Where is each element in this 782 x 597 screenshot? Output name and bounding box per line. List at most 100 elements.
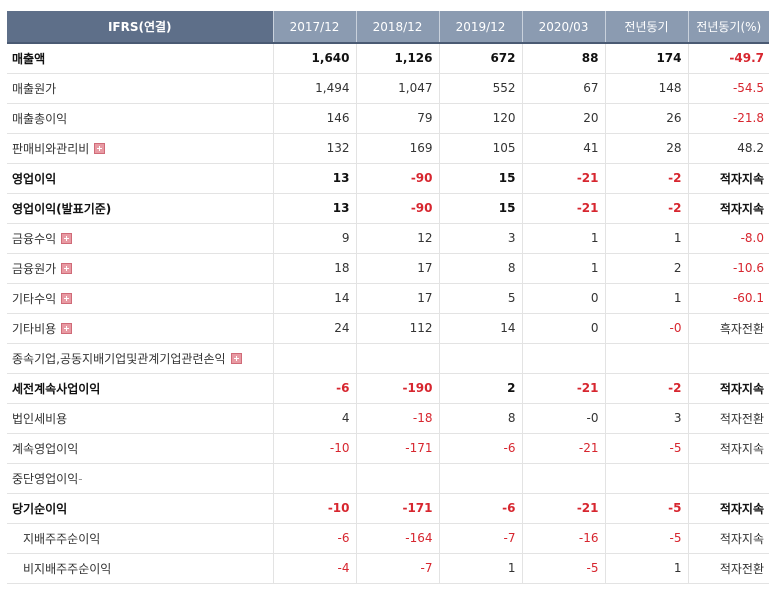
row-label-cell: 종속기업,공동지배기업및관계기업관련손익 (7, 343, 274, 373)
row-label-cell: 매출액 (7, 43, 274, 73)
row-label-cell: 영업이익(발표기준) (7, 193, 274, 223)
value-cell: 적자지속 (719, 501, 764, 516)
row-label: 종속기업,공동지배기업및관계기업관련손익 (12, 351, 226, 366)
header-2020-03: 2020/03 (522, 11, 606, 43)
value-cell: 14 (273, 283, 357, 313)
value-cell: -2 (605, 373, 689, 403)
table-row: 계속영업이익 -10 -171 -6 -21 -5 적자지속 (7, 433, 769, 463)
header-2017-12: 2017/12 (273, 11, 357, 43)
value-cell: 1,640 (273, 43, 357, 73)
row-label-cell: 판매비와관리비 (7, 133, 274, 163)
value-cell: 148 (605, 73, 689, 103)
value-cell: 1 (605, 283, 689, 313)
expand-plus-icon[interactable] (230, 352, 242, 364)
table-row: 중단영업이익- (7, 463, 769, 493)
expand-plus-icon[interactable] (94, 142, 106, 154)
value-cell: 적자지속 (719, 201, 764, 216)
table-row: 법인세비용 4 -18 8 -0 3 적자전환 (7, 403, 769, 433)
value-cell: 1 (522, 223, 606, 253)
income-statement-table: IFRS(연결) 2017/12 2018/12 2019/12 2020/03… (7, 11, 769, 584)
value-cell: 15 (439, 163, 523, 193)
value-cell: 20 (522, 103, 606, 133)
value-cell: -4 (273, 553, 357, 583)
value-cell: 적자전환 (719, 411, 764, 426)
value-cell: 17 (356, 283, 440, 313)
row-label: 세전계속사업이익 (12, 381, 101, 396)
value-cell: -8.0 (740, 231, 764, 245)
value-cell: 5 (439, 283, 523, 313)
row-label: 매출원가 (12, 81, 57, 96)
row-label-cell: 기타수익 (7, 283, 274, 313)
header-2018-12: 2018/12 (356, 11, 440, 43)
value-cell: 1 (605, 553, 689, 583)
value-cell: 적자지속 (719, 381, 764, 396)
value-cell: 13 (273, 163, 357, 193)
expand-plus-icon[interactable] (61, 232, 73, 244)
value-cell (273, 463, 357, 493)
value-cell (522, 463, 606, 493)
value-cell: -10 (273, 493, 357, 523)
expand-plus-icon[interactable] (61, 262, 73, 274)
value-cell: -2 (605, 193, 689, 223)
row-label-cell: 매출총이익 (7, 103, 274, 133)
row-label-cell: 중단영업이익- (7, 463, 274, 493)
table-row: 비지배주주순이익 -4 -7 1 -5 1 적자전환 (7, 553, 769, 583)
value-cell (356, 343, 440, 373)
value-cell (522, 343, 606, 373)
value-cell: 105 (439, 133, 523, 163)
value-cell: 28 (605, 133, 689, 163)
row-label: 비지배주주순이익 (23, 561, 112, 576)
value-cell: -171 (356, 433, 440, 463)
row-label: 법인세비용 (12, 411, 68, 426)
value-cell: 120 (439, 103, 523, 133)
value-cell: 12 (356, 223, 440, 253)
value-cell (356, 463, 440, 493)
expand-plus-icon[interactable] (61, 292, 73, 304)
value-cell: 2 (439, 373, 523, 403)
header-row: IFRS(연결) 2017/12 2018/12 2019/12 2020/03… (7, 11, 769, 43)
value-cell: 132 (273, 133, 357, 163)
value-cell: -10 (273, 433, 357, 463)
value-cell: 1,494 (273, 73, 357, 103)
row-label: 당기순이익 (12, 501, 68, 516)
table-row: 매출총이익 146 79 120 20 26 -21.8 (7, 103, 769, 133)
row-label-suffix: - (78, 471, 83, 486)
value-cell: 41 (522, 133, 606, 163)
table-row: 판매비와관리비 132 169 105 41 28 48.2 (7, 133, 769, 163)
value-cell: 174 (605, 43, 689, 73)
value-cell (605, 463, 689, 493)
value-cell: 적자지속 (719, 171, 764, 186)
value-cell: -21 (522, 373, 606, 403)
value-cell: -60.1 (732, 291, 764, 305)
value-cell: 8 (439, 253, 523, 283)
value-cell: 552 (439, 73, 523, 103)
table-row: 종속기업,공동지배기업및관계기업관련손익 (7, 343, 769, 373)
value-cell: -90 (356, 193, 440, 223)
row-label-cell: 영업이익 (7, 163, 274, 193)
row-label: 중단영업이익 (12, 471, 79, 486)
value-cell: -171 (356, 493, 440, 523)
value-cell: -10.6 (732, 261, 764, 275)
value-cell: -7 (439, 523, 523, 553)
table-row: 세전계속사업이익 -6 -190 2 -21 -2 적자지속 (7, 373, 769, 403)
header-prev-period-pct: 전년동기(%) (688, 11, 769, 43)
table-row: 매출원가 1,494 1,047 552 67 148 -54.5 (7, 73, 769, 103)
value-cell: 15 (439, 193, 523, 223)
table-row: 지배주주순이익 -6 -164 -7 -16 -5 적자지속 (7, 523, 769, 553)
value-cell: 4 (273, 403, 357, 433)
expand-plus-icon[interactable] (61, 322, 73, 334)
value-cell (688, 343, 769, 373)
value-cell: -21 (522, 163, 606, 193)
value-cell: 169 (356, 133, 440, 163)
value-cell: 1 (522, 253, 606, 283)
value-cell: 1 (439, 553, 523, 583)
row-label: 영업이익 (12, 171, 57, 186)
row-label: 기타수익 (12, 291, 57, 306)
value-cell: 0 (522, 313, 606, 343)
value-cell: 적자지속 (719, 531, 764, 546)
row-label: 기타비용 (12, 321, 57, 336)
header-ifrs: IFRS(연결) (7, 11, 274, 43)
row-label-cell: 지배주주순이익 (7, 523, 274, 553)
row-label-cell: 금융원가 (7, 253, 274, 283)
row-label: 금융원가 (12, 261, 57, 276)
